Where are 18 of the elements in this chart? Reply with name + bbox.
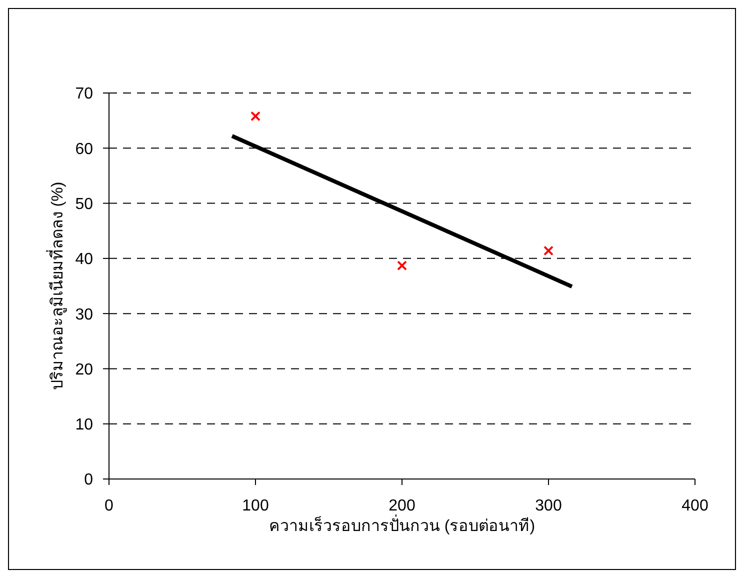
y-tick-label: 40 xyxy=(75,251,94,268)
y-tick-label: 50 xyxy=(75,196,94,213)
y-tick-label: 30 xyxy=(75,306,94,324)
point xyxy=(397,260,407,271)
y-tick-label: 0 xyxy=(84,472,94,489)
x-tick-label: 400 xyxy=(682,497,708,514)
y-tick-label: 60 xyxy=(75,140,94,158)
x-axis-title: ความเร็วรอบการปั่นกวน (รอบต่อนาที) xyxy=(268,514,536,535)
point xyxy=(544,246,554,256)
x-tick-label: 100 xyxy=(242,497,269,514)
point xyxy=(250,111,260,122)
y-tick-label: 70 xyxy=(75,86,94,103)
y-tick-label: 20 xyxy=(75,361,94,378)
x-tick-label: 300 xyxy=(535,497,562,514)
y-axis-title: ปริมาณอะลูมิเนียมที่ลดลง (%) xyxy=(46,182,68,390)
y-tick-label: 10 xyxy=(75,416,94,434)
x-tick-label: 0 xyxy=(104,497,114,514)
x-tick-label: 200 xyxy=(388,497,416,514)
